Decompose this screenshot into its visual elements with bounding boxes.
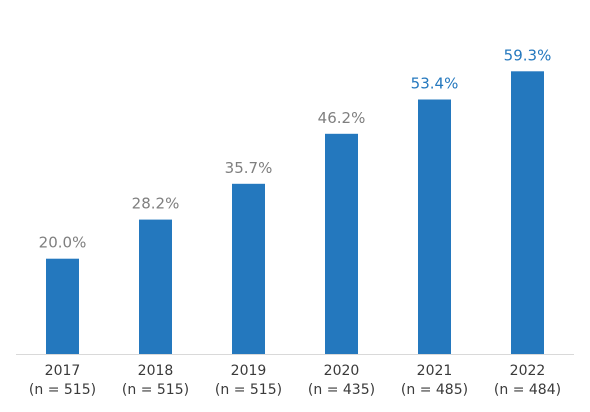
sample-size-label-2017: (n = 515) [29, 382, 96, 398]
data-label-2019: 35.7% [225, 159, 273, 177]
data-label-2020: 46.2% [318, 109, 366, 127]
bar-2021 [418, 99, 451, 354]
x-tick-labels: 2017 (n = 515) 2018 (n = 515) 2019 (n = 515) 2… [29, 363, 561, 398]
sample-size-label-2022: (n = 484) [494, 382, 561, 398]
x-tick-label-2017: 2017 [45, 363, 81, 379]
data-label-2018: 28.2% [132, 195, 180, 213]
sample-size-label-2019: (n = 515) [215, 382, 282, 398]
bar-2022 [511, 71, 544, 355]
sample-size-label-2020: (n = 435) [308, 382, 375, 398]
x-tick-label-2018: 2018 [138, 363, 174, 379]
sample-size-label-2021: (n = 485) [401, 382, 468, 398]
bars [46, 71, 544, 355]
x-tick-label-2022: 2022 [510, 363, 546, 379]
data-label-2017: 20.0% [39, 234, 87, 252]
bar-2020 [325, 133, 358, 354]
x-tick-label-2019: 2019 [231, 363, 267, 379]
x-tick-label-2021: 2021 [417, 363, 453, 379]
bar-2019 [232, 183, 265, 354]
data-label-2021: 53.4% [411, 75, 459, 93]
value-labels: 20.0% 28.2% 35.7% 46.2% 53.4% 59.3% [39, 46, 552, 251]
data-label-2022: 59.3% [504, 46, 552, 64]
sample-size-label-2018: (n = 515) [122, 382, 189, 398]
bar-2018 [139, 219, 172, 354]
x-tick-label-2020: 2020 [324, 363, 360, 379]
bar-2017 [46, 258, 79, 354]
